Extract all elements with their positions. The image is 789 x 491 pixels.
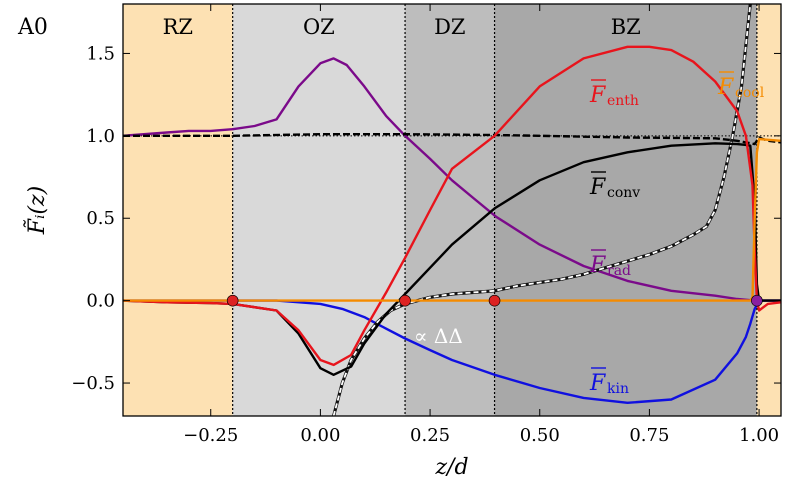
y-tick-label: 0.0 bbox=[86, 291, 115, 312]
boundary-markers bbox=[226, 294, 763, 307]
series-line-f-kin bbox=[123, 299, 781, 404]
series-label-symbol: F bbox=[589, 253, 606, 278]
zone-band-2 bbox=[405, 4, 495, 416]
x-axis-label: z/d bbox=[434, 455, 468, 480]
y-axis-label: F̃ᵢ(z) bbox=[24, 186, 50, 235]
series-label-subscript: kin bbox=[607, 381, 629, 397]
y-tick-label: −0.5 bbox=[71, 373, 115, 394]
plot-frame bbox=[122, 3, 782, 417]
series-label-subscript: conv bbox=[607, 185, 640, 201]
x-tick-label: 0.50 bbox=[520, 425, 560, 446]
series-label-subscript: enth bbox=[607, 93, 639, 109]
zone-band-3 bbox=[494, 4, 757, 416]
zone-label-rz: RZ bbox=[163, 15, 193, 39]
x-tick-label: −0.25 bbox=[183, 425, 238, 446]
boundary-marker-1 bbox=[399, 294, 411, 307]
series-label-symbol: F bbox=[589, 371, 606, 396]
zone-band-0 bbox=[123, 4, 233, 416]
boundary-marker-2 bbox=[488, 294, 501, 307]
boundary-marker-0 bbox=[226, 294, 239, 307]
y-tick-label: 1.0 bbox=[86, 126, 115, 147]
y-tick-label: 0.5 bbox=[86, 208, 115, 229]
axes: −0.25 0.00 0.25 0.50 0.75 1.00 −0.5 0.0 0.5 1.0 1.… bbox=[71, 3, 782, 446]
boundary-marker-3 bbox=[751, 294, 763, 307]
zone-labels: RZ OZ DZ BZ bbox=[163, 15, 641, 39]
zone-band-4 bbox=[756, 4, 781, 416]
zone-label-bz: BZ bbox=[611, 15, 641, 39]
series-line-f-rad bbox=[123, 57, 781, 302]
zone-label-dz: DZ bbox=[434, 15, 465, 39]
x-tick-label: 0.25 bbox=[410, 425, 450, 446]
series-label-subscript: cool bbox=[735, 85, 765, 101]
x-tick-label: 0.00 bbox=[300, 425, 340, 446]
series-line-total bbox=[123, 133, 781, 146]
series-label-subscript: rad bbox=[607, 263, 631, 279]
x-tick-label: 0.75 bbox=[629, 425, 669, 446]
series-label-symbol: F bbox=[717, 75, 734, 100]
zone-label-oz: OZ bbox=[303, 15, 335, 39]
zone-backgrounds bbox=[123, 4, 781, 416]
y-tick-label: 1.5 bbox=[86, 43, 115, 64]
delta-gradient-annotation: ∝ ΔΔ bbox=[414, 324, 463, 348]
panel-label: A0 bbox=[17, 15, 48, 40]
series-line-f-enth bbox=[123, 45, 781, 367]
x-tick-label: 1.00 bbox=[739, 425, 779, 446]
series-label-symbol: F bbox=[589, 83, 606, 108]
zone-band-1 bbox=[232, 4, 406, 416]
series-label-symbol: F bbox=[589, 175, 606, 200]
